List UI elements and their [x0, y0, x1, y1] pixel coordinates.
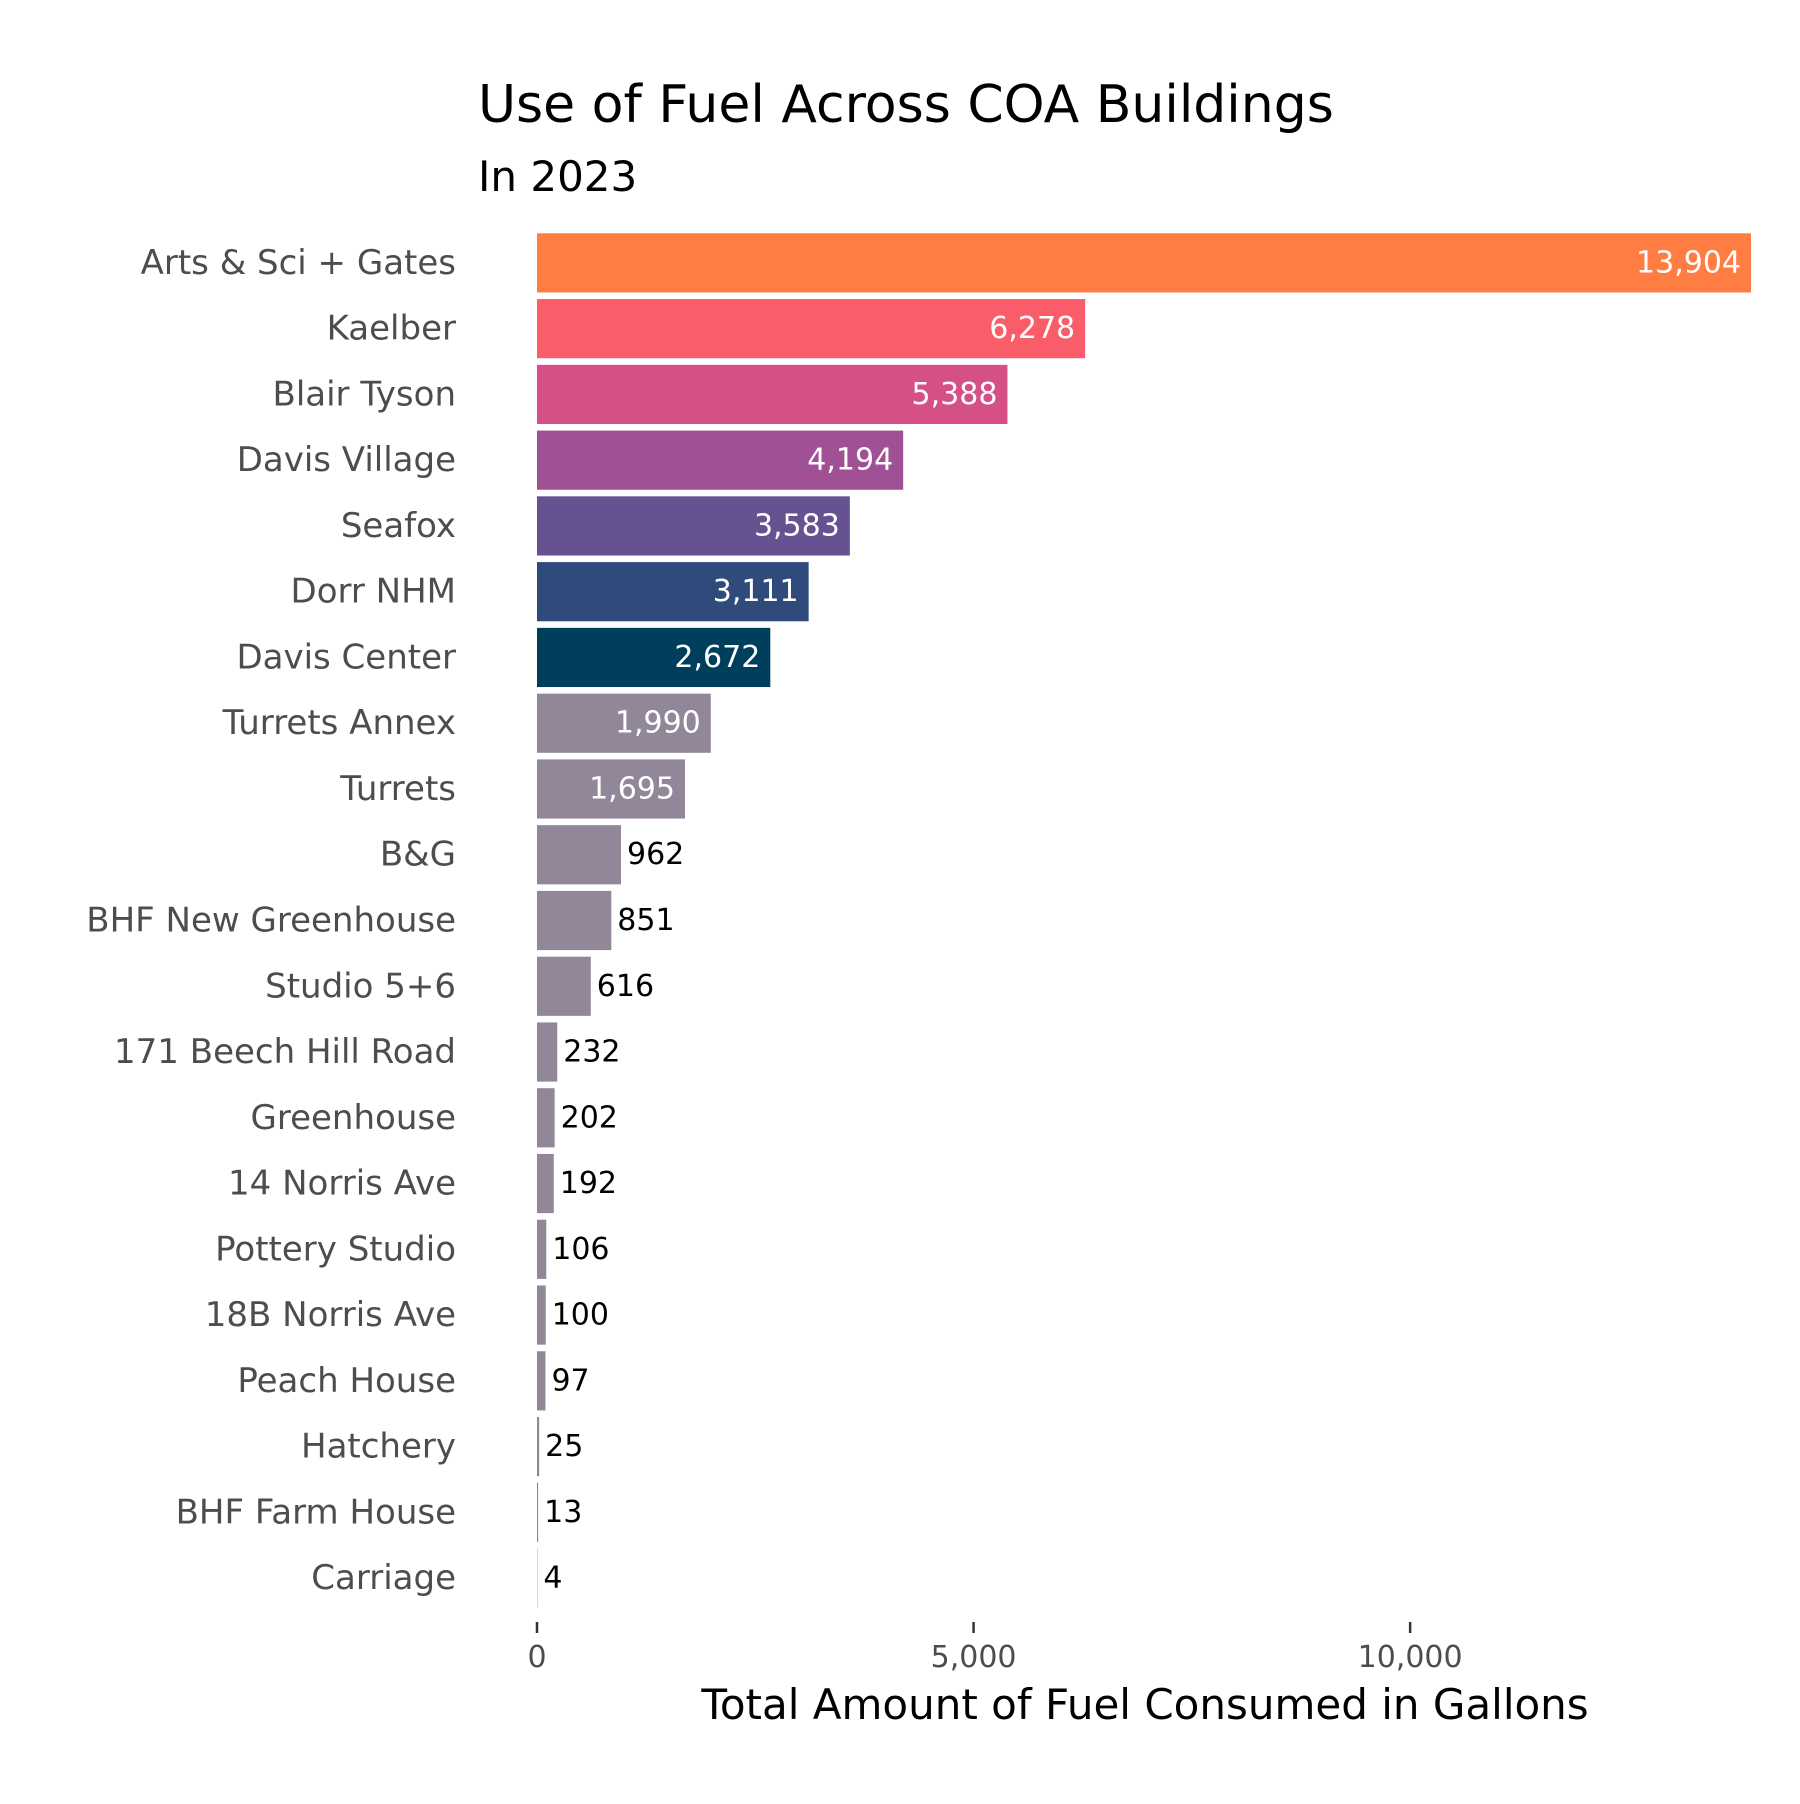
category-label: B&G — [380, 835, 456, 875]
value-label: 25 — [545, 1429, 583, 1464]
value-label: 1,990 — [615, 706, 701, 741]
category-label: Dorr NHM — [291, 572, 456, 612]
bar — [537, 891, 611, 950]
x-tick-label: 0 — [527, 1640, 546, 1675]
category-labels: Arts & Sci + Gates Kaelber Blair Tyson Davi… — [86, 243, 456, 1598]
bar — [537, 1483, 538, 1542]
value-label: 13 — [544, 1495, 582, 1530]
value-label: 5,388 — [912, 377, 998, 412]
category-label: Arts & Sci + Gates — [141, 243, 456, 283]
value-label: 13,904 — [1636, 245, 1741, 280]
bars-layer — [537, 233, 1751, 1607]
bar — [537, 1351, 545, 1410]
value-label: 6,278 — [989, 311, 1075, 346]
category-label: Blair Tyson — [273, 374, 457, 414]
value-label: 616 — [597, 969, 654, 1004]
bar — [537, 1285, 546, 1344]
bar — [537, 825, 621, 884]
bar — [537, 957, 591, 1016]
category-label: Seafox — [341, 506, 456, 546]
value-label: 232 — [563, 1035, 620, 1070]
category-label: BHF New Greenhouse — [86, 901, 456, 941]
category-label: Carriage — [311, 1558, 456, 1598]
category-label: 14 Norris Ave — [228, 1164, 456, 1204]
category-label: 18B Norris Ave — [205, 1295, 456, 1335]
bar — [537, 1022, 557, 1081]
x-axis-title: Total Amount of Fuel Consumed in Gallons — [700, 1680, 1588, 1729]
category-label: Studio 5+6 — [265, 966, 456, 1006]
x-tick-label: 10,000 — [1358, 1640, 1463, 1675]
category-label: Greenhouse — [251, 1098, 457, 1138]
value-label: 3,583 — [754, 508, 840, 543]
value-label: 1,695 — [589, 771, 675, 806]
value-label: 851 — [617, 903, 674, 938]
value-label: 97 — [551, 1363, 589, 1398]
category-label: Davis Village — [237, 440, 456, 480]
bar — [537, 1417, 539, 1476]
category-label: Hatchery — [301, 1427, 456, 1467]
bar — [537, 1154, 554, 1213]
chart-subtitle: In 2023 — [478, 152, 637, 201]
value-label: 106 — [552, 1232, 609, 1267]
category-label: BHF Farm House — [176, 1492, 456, 1532]
category-label: Peach House — [237, 1361, 456, 1401]
category-label: Davis Center — [236, 637, 456, 677]
value-label: 4 — [543, 1561, 562, 1596]
category-label: Turrets Annex — [222, 703, 456, 743]
value-label: 962 — [627, 837, 684, 872]
x-axis: 0 5,000 10,000 — [527, 1622, 1462, 1675]
value-label: 3,111 — [713, 574, 799, 609]
bar — [537, 1088, 555, 1147]
category-label: Turrets — [339, 769, 456, 809]
bar — [537, 233, 1751, 292]
x-tick-label: 5,000 — [931, 1640, 1017, 1675]
bar — [537, 1220, 546, 1279]
chart-title: Use of Fuel Across COA Buildings — [478, 75, 1334, 135]
value-label: 100 — [552, 1298, 609, 1333]
value-label: 202 — [561, 1100, 618, 1135]
category-label: Kaelber — [327, 309, 456, 349]
value-label: 2,672 — [674, 640, 760, 675]
category-label: 171 Beech Hill Road — [114, 1032, 456, 1072]
value-label: 4,194 — [807, 443, 893, 478]
category-label: Pottery Studio — [215, 1229, 456, 1269]
value-label: 192 — [560, 1166, 617, 1201]
